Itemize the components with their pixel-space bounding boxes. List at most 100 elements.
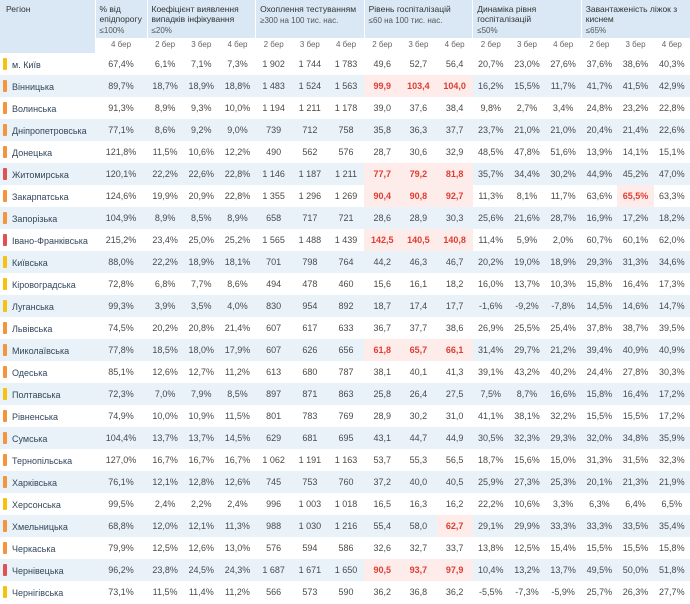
value-cell: 41,7%: [581, 75, 618, 97]
value-cell: 17,2%: [617, 207, 654, 229]
value-cell: 11,4%: [478, 235, 504, 245]
value-cell: 1 146: [255, 163, 292, 185]
value-cell: 10,3%: [550, 279, 576, 289]
value-cell: 10,6%: [188, 147, 215, 157]
header-row-main: Регіон% від епідпорогу ≤100% Коефіцієнт ви…: [0, 0, 690, 53]
table-row: Рівненська 74,9% 10,0% 10,9% 11,5% 801 783 769 2…: [0, 405, 690, 427]
value-cell: 10,4%: [472, 559, 509, 581]
value-cell: 7,7%: [191, 279, 212, 289]
value-cell: 81,8: [436, 163, 473, 185]
value-cell: 124,6%: [105, 191, 137, 201]
value-cell: 1 216: [327, 515, 365, 537]
value-cell: 14,5%: [219, 427, 256, 449]
status-indicator-orange: [3, 454, 7, 466]
value-cell: 32,3%: [508, 427, 546, 449]
value-cell: 13,7%: [514, 279, 540, 289]
value-cell: 717: [291, 207, 328, 229]
value-cell: 20,2%: [152, 323, 178, 333]
value-cell: 16,4%: [617, 383, 654, 405]
value-cell: 576: [338, 147, 354, 157]
value-cell: 45,2%: [617, 163, 654, 185]
column-threshold: ≤20%: [151, 26, 172, 36]
value-cell: 33,7: [445, 543, 464, 553]
value-cell: 32,2%: [550, 411, 576, 421]
value-cell: 85,1%: [108, 367, 134, 377]
value-cell: 16,0%: [478, 279, 504, 289]
value-cell: 18,2: [445, 279, 464, 289]
value-cell: 15,8%: [659, 543, 685, 553]
region-name: Дніпропетровська: [12, 126, 87, 136]
value-cell: 27,5: [436, 383, 473, 405]
value-cell: 13,7%: [545, 559, 582, 581]
value-cell: 11,4%: [188, 587, 214, 597]
region-cell: Дніпропетровська: [0, 119, 95, 141]
value-cell: 28,7: [373, 147, 391, 157]
value-cell: 798: [291, 251, 328, 273]
value-cell: 39,0: [373, 103, 391, 113]
value-cell: 38,4: [445, 103, 464, 113]
value-cell: 7,9%: [183, 383, 220, 405]
value-cell: 11,5%: [152, 587, 178, 597]
region-name: м. Київ: [12, 60, 41, 70]
value-cell: 11,5%: [152, 147, 178, 157]
value-cell: 25,5%: [514, 323, 540, 333]
value-cell: 20,8%: [188, 323, 215, 333]
value-cell: 62,7: [436, 515, 473, 537]
value-cell: 13,9%: [586, 147, 613, 157]
value-cell: 48,5%: [478, 147, 504, 157]
value-cell: 17,2%: [659, 411, 685, 421]
column-group-5: Динаміка рівня госпіталізацій ≤50%: [472, 0, 582, 38]
value-cell: 14,5%: [581, 295, 618, 317]
value-cell: 863: [327, 383, 365, 405]
value-cell: 24,5%: [183, 559, 220, 581]
table-row: Дніпропетровська 77,1% 8,6% 9,2% 9,0% 739 712 7…: [0, 119, 690, 141]
value-cell: 40,1: [409, 367, 428, 377]
value-cell: 10,6%: [514, 499, 540, 509]
status-indicator-orange: [3, 410, 7, 422]
value-cell: 787: [338, 367, 354, 377]
value-cell: 656: [327, 339, 365, 361]
table-row: Волинська 91,3% 8,9% 9,3% 10,0% 1 194 1 211 1 1…: [0, 97, 690, 119]
value-cell: 34,4%: [508, 163, 546, 185]
value-cell: 29,9%: [508, 515, 546, 537]
value-cell: 16,3: [409, 499, 428, 509]
value-cell: 46,7: [436, 251, 473, 273]
value-cell: 7,0%: [147, 383, 184, 405]
value-cell: 9,0%: [219, 119, 256, 141]
value-cell: 2,7%: [516, 103, 538, 113]
value-cell: 680: [302, 367, 318, 377]
value-cell: 1 650: [327, 559, 365, 581]
value-cell: 36,7: [373, 323, 391, 333]
value-cell: 17,3%: [659, 279, 685, 289]
value-cell: 38,6: [445, 323, 464, 333]
value-cell: 1 902: [262, 59, 285, 69]
value-cell: 36,2: [373, 587, 391, 597]
value-cell: -5,9%: [551, 587, 575, 597]
value-cell: 25,2%: [224, 235, 251, 245]
value-cell: 6,3%: [589, 499, 610, 509]
value-cell: 21,4%: [224, 323, 251, 333]
date-header: 4 бер: [95, 38, 147, 53]
value-cell: 89,7%: [95, 75, 147, 97]
value-cell: 17,2%: [653, 383, 690, 405]
value-cell: 52,7: [409, 59, 428, 69]
region-cell: Донецька: [0, 141, 95, 163]
column-title: Охоплення тестуванням: [260, 4, 357, 14]
value-cell: 1 003: [298, 499, 322, 509]
value-cell: 3,4%: [552, 103, 574, 113]
value-cell: 36,8: [409, 587, 428, 597]
value-cell: 104,4%: [95, 427, 147, 449]
value-cell: 39,4%: [581, 339, 618, 361]
value-cell: 8,6%: [147, 119, 184, 141]
value-cell: 20,1%: [581, 471, 618, 493]
value-cell: 6,5%: [661, 499, 683, 509]
status-indicator-red: [3, 168, 7, 180]
value-cell: 77,1%: [95, 119, 147, 141]
value-cell: 23,8%: [147, 559, 184, 581]
value-cell: 22,6%: [653, 119, 690, 141]
region-cell: Запорізька: [0, 207, 95, 229]
value-cell: 1 687: [255, 559, 292, 581]
value-cell: 39,1%: [478, 367, 504, 377]
region-name: Хмельницька: [12, 522, 68, 532]
value-cell: 44,2: [364, 251, 401, 273]
